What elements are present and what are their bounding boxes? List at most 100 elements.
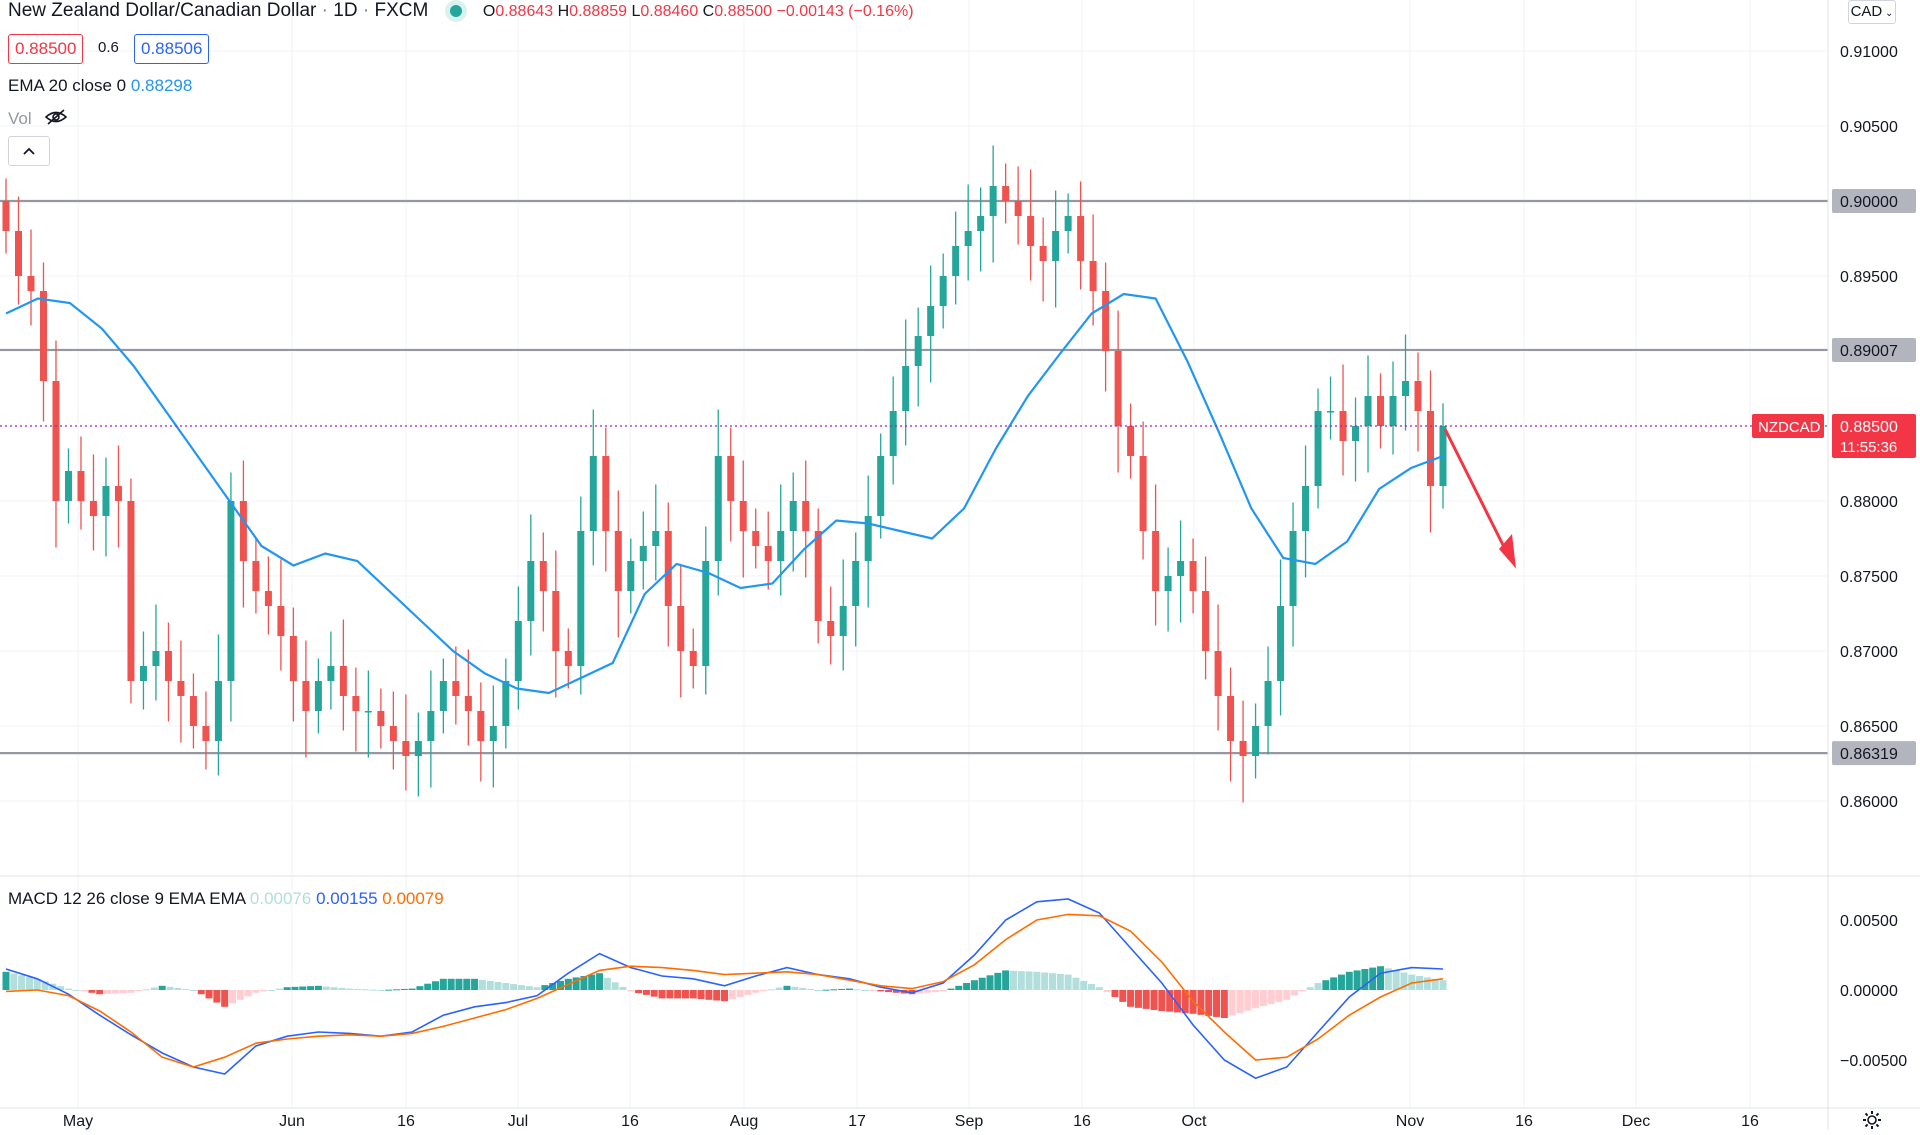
currency-select[interactable]: CAD ⌄ — [1848, 0, 1896, 24]
macd-histogram-bar — [1197, 990, 1205, 1015]
macd-line-value: 0.00155 — [316, 889, 378, 908]
macd-histogram-bar — [1291, 990, 1299, 996]
macd-histogram-bar — [1181, 990, 1189, 1014]
candle-body — [427, 711, 435, 741]
candle-body — [552, 591, 560, 651]
chevron-down-icon: ⌄ — [1882, 8, 1894, 19]
candle-body — [502, 681, 510, 726]
ohlc-open: 0.88643 — [495, 3, 554, 20]
macd-histogram-bar — [556, 980, 564, 990]
macd-histogram-bar — [96, 990, 104, 995]
candle-body — [1039, 246, 1047, 261]
macd-histogram-bar — [299, 986, 307, 990]
macd-histogram-bar — [752, 990, 760, 993]
macd-histogram-bar — [1267, 990, 1275, 1004]
symbol-title[interactable]: New Zealand Dollar/Canadian Dollar — [8, 0, 317, 21]
interval[interactable]: 1D — [333, 0, 358, 21]
macd-histogram-bar — [853, 989, 861, 991]
macd-histogram-bar — [447, 978, 455, 990]
macd-histogram-bar — [33, 978, 41, 990]
candle-body — [364, 711, 372, 713]
macd-histogram-bar — [1111, 990, 1119, 997]
time-tick-label: Dec — [1622, 1113, 1650, 1130]
candle-body — [1427, 411, 1435, 486]
candle-body — [614, 531, 622, 591]
macd-histogram-bar — [1127, 990, 1135, 1007]
macd-histogram-bar — [18, 975, 26, 990]
candle-body — [1264, 681, 1272, 726]
time-tick-label: 17 — [848, 1113, 866, 1130]
macd-histogram-bar — [697, 990, 705, 1000]
macd-histogram-bar — [439, 978, 447, 990]
macd-histogram-bar — [1205, 990, 1213, 1016]
candle-body — [739, 501, 747, 531]
macd-histogram-bar — [1041, 972, 1049, 990]
candle-body — [1052, 231, 1060, 261]
candle-body — [1352, 426, 1360, 441]
macd-histogram-bar — [838, 988, 846, 990]
candle-body — [852, 561, 860, 606]
candle-body — [564, 651, 572, 666]
macd-histogram-bar — [408, 988, 416, 990]
candle-body — [89, 501, 97, 516]
eye-hidden-icon[interactable] — [44, 108, 68, 131]
macd-histogram-bar — [799, 987, 807, 990]
ohlc-change: −0.00143 (−0.16%) — [776, 3, 914, 20]
forecast-arrow[interactable] — [1443, 428, 1516, 569]
candle-body — [77, 471, 85, 501]
ohlc-close-label: C — [702, 3, 715, 20]
price-tag-countdown: 11:55:36 — [1840, 439, 1897, 456]
candle-body — [789, 501, 797, 531]
macd-histogram-bar — [314, 985, 322, 990]
macd-histogram-bar — [158, 985, 166, 990]
candle-body — [1164, 576, 1172, 591]
candle-body — [627, 561, 635, 591]
collapse-legend-button[interactable] — [8, 136, 50, 166]
candle-body — [864, 516, 872, 561]
macd-histogram-bar — [416, 986, 424, 990]
candle-body — [727, 456, 735, 501]
candle-body — [714, 456, 722, 561]
macd-legend-label[interactable]: MACD 12 26 close 9 EMA EMA — [8, 889, 246, 908]
macd-histogram-bar — [1095, 987, 1103, 990]
macd-histogram-bar — [642, 990, 650, 995]
macd-histogram-bar — [1088, 984, 1096, 990]
time-axis-labels[interactable]: May Jun 16 Jul 16 Aug 17 Sep 16 Oct Nov 16 Dec 16 — [63, 1113, 1759, 1130]
macd-histogram-bar — [80, 990, 88, 992]
price-tick-label: 0.89500 — [1840, 269, 1898, 286]
candle-body — [1277, 606, 1285, 681]
settings-gear-icon[interactable] — [1862, 1110, 1882, 1135]
candle-body — [539, 561, 547, 591]
macd-histogram-bar — [1259, 990, 1267, 1007]
candle-body — [277, 606, 285, 636]
macd-histogram-bar — [1345, 971, 1353, 990]
ema-legend-label[interactable]: EMA 20 close 0 — [8, 76, 127, 95]
sell-button[interactable]: 0.88500 — [8, 34, 84, 64]
macd-histogram-bar — [1314, 983, 1322, 990]
macd-histogram-bar — [806, 988, 814, 990]
macd-histogram-bar — [1033, 971, 1041, 990]
volume-legend-label[interactable]: Vol — [8, 108, 32, 128]
candle-body — [602, 456, 610, 531]
candle-body — [1002, 186, 1010, 201]
candlesticks — [2, 145, 1447, 803]
macd-histogram-bar — [1228, 990, 1236, 1016]
macd-histogram-bar — [892, 990, 900, 993]
macd-histogram-bar — [268, 990, 276, 991]
macd-histogram-bar — [970, 980, 978, 990]
candle-body — [214, 681, 222, 741]
candle-body — [664, 531, 672, 606]
macd-axis-labels[interactable]: 0.00500 0.00000 −0.00500 — [1840, 913, 1907, 1070]
macd-histogram-bar — [541, 985, 549, 990]
candle-body — [1364, 396, 1372, 426]
time-tick-label: 16 — [1515, 1113, 1533, 1130]
buy-button[interactable]: 0.88506 — [134, 34, 210, 64]
macd-histogram-bar — [1400, 972, 1408, 990]
candle-body — [102, 486, 110, 516]
macd-histogram-bar — [760, 990, 768, 992]
macd-histogram-bar — [174, 987, 182, 990]
symbol-tag-text: NZDCAD — [1758, 419, 1821, 436]
horizontal-levels[interactable] — [0, 199, 1828, 755]
